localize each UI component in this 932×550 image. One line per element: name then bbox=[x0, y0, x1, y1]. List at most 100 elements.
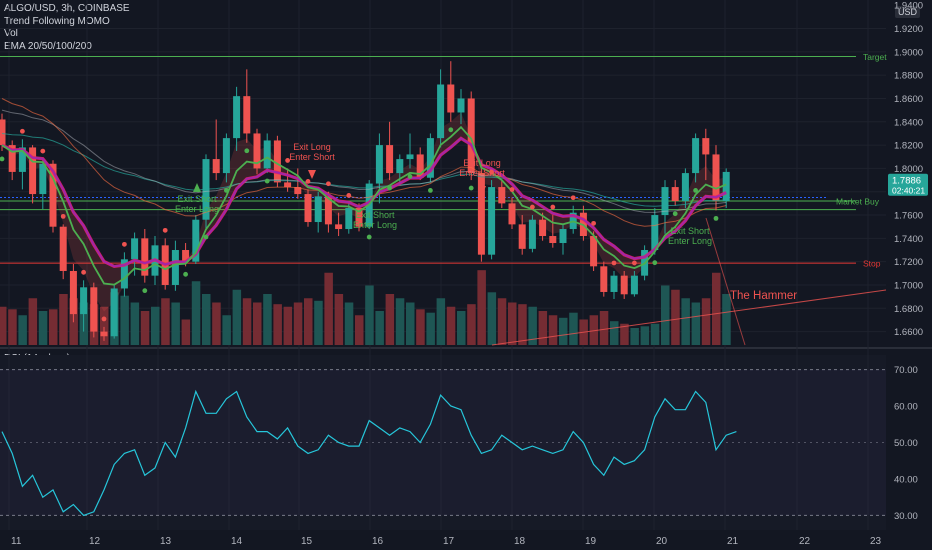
time-tick-label: 17 bbox=[443, 536, 455, 547]
momo-dot bbox=[81, 269, 86, 275]
candle-body bbox=[100, 331, 108, 337]
time-tick-label: 22 bbox=[799, 536, 811, 547]
momo-dot bbox=[509, 187, 515, 192]
spacer: Target bbox=[0, 0, 4, 1]
volume-bar bbox=[375, 311, 384, 345]
price-tick-label: 1.9200 bbox=[894, 24, 923, 35]
candle-body bbox=[171, 250, 179, 285]
time-tick-label: 18 bbox=[514, 536, 526, 547]
candle-body bbox=[549, 236, 557, 244]
volume-bar bbox=[681, 298, 690, 345]
candle-body bbox=[702, 138, 710, 155]
momo-dot bbox=[489, 169, 494, 175]
volume-bar bbox=[191, 281, 201, 345]
candle-body bbox=[110, 288, 118, 337]
ema-fast-line bbox=[1, 125, 727, 286]
candle-body bbox=[131, 238, 139, 260]
momo-dot bbox=[101, 316, 107, 322]
volume-bar bbox=[334, 294, 344, 345]
candle-body bbox=[212, 159, 220, 174]
time-tick-label: 20 bbox=[656, 536, 668, 547]
momo-dot bbox=[264, 178, 270, 184]
candle-body bbox=[222, 138, 230, 174]
rsi-tick-label: 50.00 bbox=[894, 438, 918, 449]
volume-bar bbox=[253, 302, 262, 345]
volume-bar bbox=[589, 315, 599, 345]
volume-bar bbox=[691, 302, 701, 345]
candle-body bbox=[324, 196, 332, 225]
momo-dots bbox=[0, 127, 719, 322]
candle-body bbox=[80, 287, 88, 315]
rsi-line bbox=[1, 389, 737, 517]
volume-bar bbox=[477, 270, 486, 345]
ema-slow-line bbox=[1, 136, 727, 269]
volume-bar bbox=[426, 312, 435, 345]
volume-bar bbox=[324, 272, 333, 345]
annotation-hammer: The Hammer bbox=[730, 290, 797, 302]
momo-dot bbox=[162, 227, 168, 233]
rsi-pane bbox=[0, 369, 886, 517]
price-tick-label: 1.7600 bbox=[894, 211, 923, 222]
candle-body bbox=[345, 208, 353, 230]
volume-bar bbox=[314, 300, 323, 345]
momo-dot bbox=[550, 204, 556, 210]
signal-exit-short-2: Exit Short bbox=[355, 210, 395, 220]
axes: 1.6600 1.6800 1.7000 1.7200 1.7400 1.7600 1.78… bbox=[11, 1, 928, 547]
volume-bar bbox=[406, 302, 415, 345]
candle-body bbox=[488, 187, 496, 255]
time-tick-label: 15 bbox=[301, 536, 313, 547]
momo-dot bbox=[305, 179, 311, 184]
time-tick-label: 21 bbox=[727, 536, 739, 547]
currency-badge[interactable]: USD bbox=[894, 6, 920, 18]
candle-body bbox=[437, 84, 445, 139]
candle-body bbox=[243, 96, 251, 134]
volume-bar bbox=[701, 298, 711, 345]
candle-body bbox=[8, 145, 16, 172]
volume-bar bbox=[559, 317, 568, 345]
volume-bar bbox=[365, 285, 374, 345]
candle-body bbox=[18, 147, 26, 172]
level-label: Market Buy bbox=[836, 197, 880, 207]
price-tick-label: 1.8200 bbox=[894, 141, 923, 152]
momo-dot bbox=[591, 220, 596, 226]
volume-bar bbox=[222, 315, 231, 345]
candle-body bbox=[284, 182, 292, 188]
level-label: Target bbox=[863, 52, 887, 62]
volume-bar bbox=[171, 302, 180, 345]
signal-enter-long-2: Enter Long bbox=[353, 220, 397, 230]
candle-body bbox=[671, 187, 679, 202]
candle-body bbox=[722, 171, 730, 202]
time-tick-label: 13 bbox=[160, 536, 172, 547]
volume-bar bbox=[650, 323, 660, 345]
volume-bar bbox=[518, 304, 527, 345]
candle-body bbox=[90, 287, 98, 332]
momo-dot bbox=[570, 195, 576, 201]
ema-20-line bbox=[1, 137, 727, 268]
candle-body bbox=[600, 266, 608, 292]
candle-body bbox=[386, 145, 394, 174]
candle-body bbox=[406, 154, 414, 160]
rsi-tick-label: 30.00 bbox=[894, 511, 918, 522]
volume-bar bbox=[304, 298, 313, 345]
time-tick-label: 11 bbox=[11, 536, 22, 547]
volume-bar bbox=[161, 298, 170, 345]
price-tick-label: 1.7200 bbox=[894, 257, 923, 268]
volume-bar bbox=[212, 302, 221, 345]
candle-body bbox=[681, 173, 689, 202]
volume-bar bbox=[436, 298, 446, 345]
volume-bar bbox=[344, 302, 354, 345]
momo-dot bbox=[652, 260, 658, 266]
momo-dot bbox=[20, 128, 25, 134]
signal-enter-short-2: Enter Short bbox=[459, 168, 505, 178]
candle-body bbox=[661, 187, 669, 216]
signal-arrow-down-2 bbox=[478, 186, 486, 195]
candle-body bbox=[0, 119, 6, 146]
price-tick-label: 1.8600 bbox=[894, 94, 923, 105]
price-tick-label: 1.6600 bbox=[894, 327, 923, 338]
momo-dot bbox=[60, 213, 66, 219]
volume-bar bbox=[497, 298, 507, 345]
signal-exit-short: Exit Short bbox=[177, 194, 217, 204]
indicator-ema: EMA 20/50/100/200 bbox=[4, 40, 92, 52]
momo-dot bbox=[611, 260, 617, 266]
